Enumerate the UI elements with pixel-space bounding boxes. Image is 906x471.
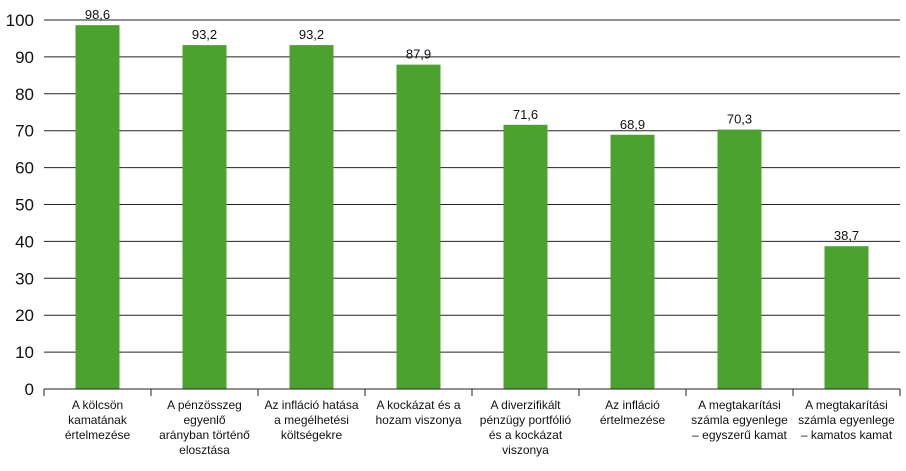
category-label-7: A megtakarítási számla egyenlege – egyszer… [691,398,788,442]
category-label-4-line-2: hozam viszonya [375,413,461,427]
data-label-1: 98,6 [85,7,110,22]
data-label-2: 93,2 [192,27,217,42]
category-label-4-line-1: A kockázat és a [376,398,460,412]
category-label-7-line-1: A megtakarítási [698,398,781,412]
y-tick-label-60: 60 [15,159,34,178]
category-label-2-line-4: elosztása [179,443,230,457]
category-label-8-line-3: – kamatos kamat [801,428,893,442]
bar-6 [610,134,655,389]
data-label-6: 68,9 [620,117,645,132]
bar-5 [503,124,548,390]
category-label-3-line-1: Az infláció hatása [264,398,358,412]
category-label-5-line-2: pénzügy portfólió [480,413,572,427]
y-tick-label-40: 40 [15,232,34,251]
y-tick-label-70: 70 [15,122,34,141]
data-label-7: 70,3 [727,112,752,127]
category-label-7-line-3: – egyszerű kamat [692,428,787,442]
category-label-8-line-2: számla egyenlege [798,413,895,427]
data-label-4: 87,9 [406,47,431,62]
category-label-5: A diverzifikált pénzügy portfólió és a koc… [480,398,572,457]
gridlines [44,19,900,353]
data-label-3: 93,2 [299,27,324,42]
y-tick-label-10: 10 [15,343,34,362]
bar-2 [182,45,227,389]
data-labels: 98,6 93,2 93,2 87,9 71,6 68,9 70,3 38,7 [85,7,859,243]
data-label-5: 71,6 [513,107,538,122]
category-label-1-line-1: A kölcsön [72,398,123,412]
y-tick-label-0: 0 [25,380,34,399]
category-label-5-line-1: A diverzifikált [490,398,561,412]
bar-7 [717,129,762,389]
y-tick-label-50: 50 [15,196,34,215]
category-label-2-line-2: egyenlő [183,413,225,427]
category-label-2-line-3: arányban történő [159,428,250,442]
category-label-8: A megtakarítási számla egyenlege – kamatos… [798,398,895,442]
bar-3 [289,45,334,389]
category-label-1-line-3: értelmezése [65,428,131,442]
category-label-5-line-4: viszonya [502,443,549,457]
x-axis [43,388,901,396]
category-label-2: A pénzösszeg egyenlő arányban történő elosz… [159,398,250,457]
bar-1 [75,25,120,389]
category-label-1: A kölcsön kamatának értelmezése [65,398,131,442]
category-label-1-line-2: kamatának [68,413,128,427]
y-tick-label-100: 100 [6,11,34,30]
category-label-5-line-3: és a kockázat [489,428,563,442]
y-axis-ticks: 0 10 20 30 40 50 60 70 80 90 100 [6,11,34,399]
category-label-6-line-1: Az infláció [605,398,660,412]
category-label-3-line-2: a megélhetési [274,413,349,427]
category-label-3: Az infláció hatása a megélhetési költségek… [264,398,358,442]
category-label-6: Az infláció értelmezése [600,398,666,427]
category-label-6-line-2: értelmezése [600,413,666,427]
y-tick-label-90: 90 [15,48,34,67]
bar-8 [824,246,869,389]
category-label-8-line-1: A megtakarítási [805,398,888,412]
category-label-2-line-1: A pénzösszeg [167,398,242,412]
category-label-4: A kockázat és a hozam viszonya [375,398,461,427]
category-label-7-line-2: számla egyenlege [691,413,788,427]
y-tick-label-30: 30 [15,269,34,288]
bar-4 [396,64,441,390]
bars [75,25,869,390]
category-label-3-line-3: költségekre [281,428,343,442]
data-label-8: 38,7 [834,228,859,243]
y-tick-label-20: 20 [15,306,34,325]
y-tick-label-80: 80 [15,85,34,104]
